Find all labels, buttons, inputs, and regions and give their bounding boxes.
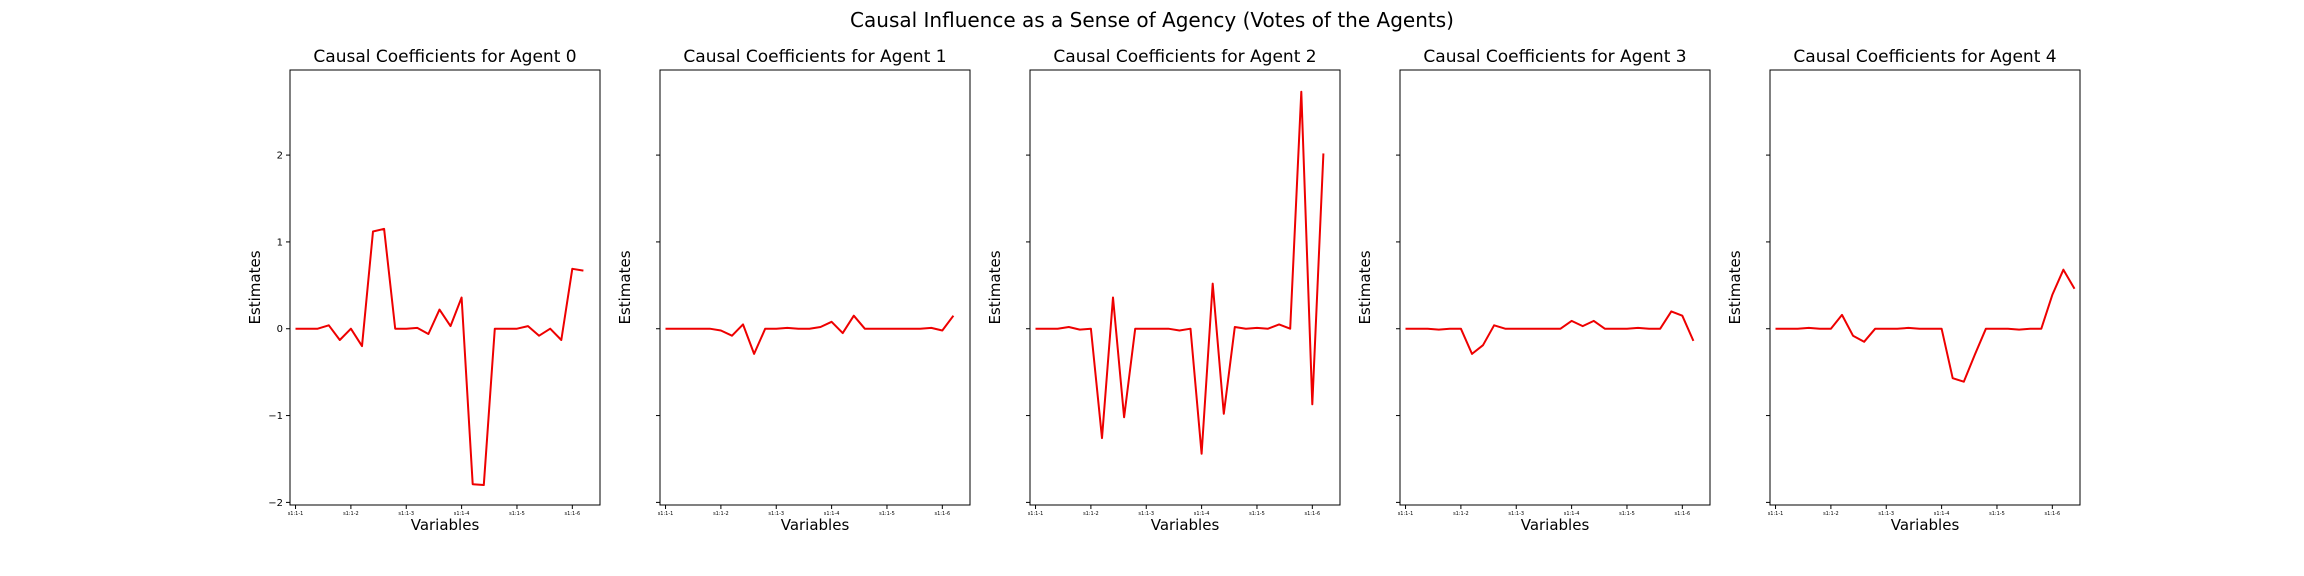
x-tick-label: s1:1-2 [1823,511,1839,517]
x-axis-label: Variables [1521,516,1590,534]
x-tick-label: s1:1-5 [1989,511,2005,517]
y-tick-label: 2 [277,151,283,162]
x-tick-label: s1:1-3 [1878,511,1894,517]
y-axis-label: Estimates [616,250,634,324]
series-line [665,314,955,355]
x-tick-label: s1:1-5 [879,511,895,517]
x-tick-label: s1:1-2 [713,511,729,517]
y-axis-label: Estimates [1356,250,1374,324]
subplot-agent-3: Causal Coefficients for Agent 3 s1:1-1 s1:… [1356,47,1711,534]
y-axis-label: Estimates [246,250,264,324]
x-tick-label: s1:1-1 [1768,511,1784,517]
x-tick-label: s1:1-1 [1028,511,1044,517]
x-tick-label: s1:1-1 [658,511,674,517]
series-line [295,227,584,486]
x-tick-label: s1:1-6 [935,511,951,517]
x-axis-label: Variables [781,516,850,534]
x-axis-label: Variables [1891,516,1960,534]
series-line [1405,310,1695,355]
y-tick-label: −2 [268,498,283,509]
subplot-title: Causal Coefficients for Agent 2 [1053,47,1316,67]
y-axis-label: Estimates [986,250,1004,324]
x-tick-label: s1:1-6 [1675,511,1691,517]
x-tick-label: s1:1-4 [1564,511,1580,517]
subplot-title: Causal Coefficients for Agent 4 [1793,47,2056,67]
x-tick-label: s1:1-2 [1083,511,1099,517]
y-tick-label: 0 [277,324,283,335]
x-tick-label: s1:1-4 [824,511,840,517]
plot-frame [1399,69,1711,506]
x-tick-label: s1:1-5 [509,511,525,517]
subplot-title: Causal Coefficients for Agent 1 [683,47,946,67]
x-tick-label: s1:1-3 [1508,511,1524,517]
figure-title: Causal Influence as a Sense of Agency (V… [850,8,1454,32]
series-line [1775,268,2076,383]
x-tick-label: s1:1-2 [1453,511,1469,517]
x-tick-label: s1:1-6 [565,511,581,517]
x-tick-label: s1:1-4 [1934,511,1950,517]
x-tick-label: s1:1-3 [1138,511,1154,517]
x-tick-label: s1:1-6 [2045,511,2061,517]
plot-frame [1769,69,2081,506]
series-line [1035,90,1325,455]
y-tick-label: 1 [277,237,283,248]
subplot-agent-1: Causal Coefficients for Agent 1 s1:1-1 s1:… [616,47,971,534]
plot-frame [289,69,601,506]
y-axis-label: Estimates [1726,250,1744,324]
subplot-agent-4: Causal Coefficients for Agent 4 s1:1-1 s1:… [1726,47,2081,534]
x-tick-label: s1:1-6 [1305,511,1321,517]
x-tick-label: s1:1-3 [768,511,784,517]
x-tick-label: s1:1-1 [1398,511,1414,517]
x-tick-label: s1:1-1 [288,511,304,517]
x-tick-label: s1:1-5 [1249,511,1265,517]
panels: Causal Coefficients for Agent 0 −2 −1 0 1 2 s1… [246,47,2081,534]
subplot-agent-0: Causal Coefficients for Agent 0 −2 −1 0 1 2 s1… [246,47,601,534]
plot-frame [1029,69,1341,506]
plot-frame [659,69,971,506]
x-axis-label: Variables [411,516,480,534]
x-axis-label: Variables [1151,516,1220,534]
x-tick-label: s1:1-3 [398,511,414,517]
subplot-agent-2: Causal Coefficients for Agent 2 s1:1-1 s1:… [986,47,1341,534]
x-tick-label: s1:1-2 [343,511,359,517]
subplot-title: Causal Coefficients for Agent 3 [1423,47,1686,67]
x-tick-label: s1:1-5 [1619,511,1635,517]
x-tick-label: s1:1-4 [1194,511,1210,517]
y-tick-label: −1 [268,411,283,422]
subplot-title: Causal Coefficients for Agent 0 [313,47,576,67]
x-tick-label: s1:1-4 [454,511,470,517]
